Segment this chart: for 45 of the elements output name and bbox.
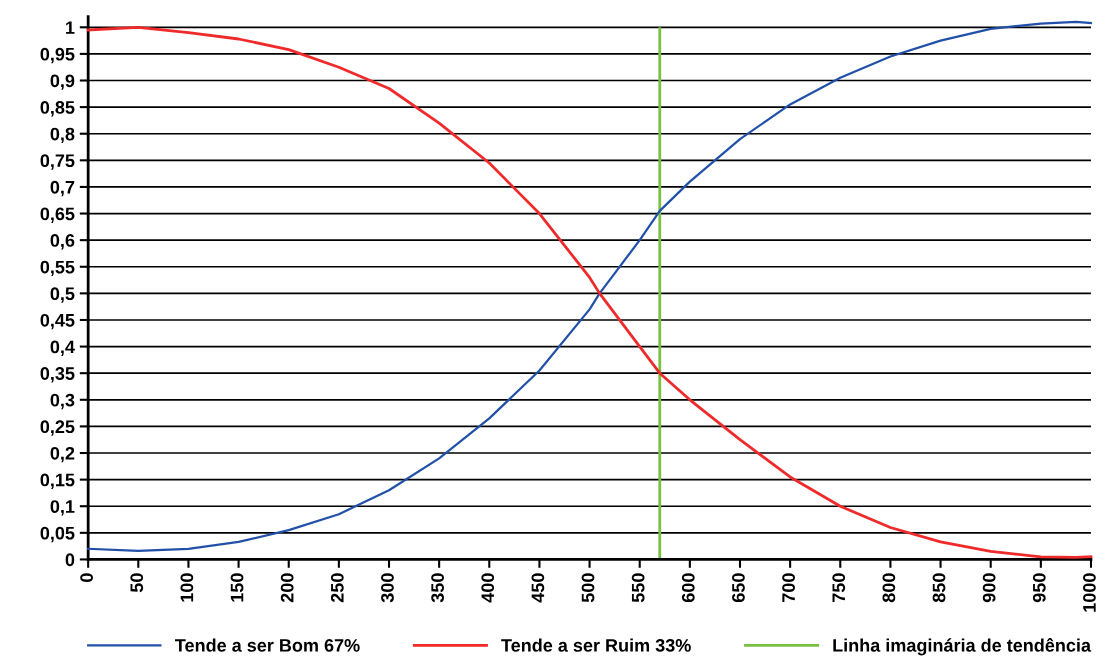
x-tick-label: 550 (631, 573, 645, 603)
y-tick-label: 0,65 (40, 207, 75, 223)
x-tick-label: 800 (882, 573, 896, 603)
legend-label: Linha imaginária de tendência (833, 638, 1092, 656)
y-tick-label: 0,95 (40, 47, 75, 64)
x-tick-label: 100 (180, 573, 194, 602)
x-tick-label: 350 (431, 573, 445, 603)
y-tick-label: 0,15 (40, 473, 75, 489)
y-tick-label: 0,25 (40, 420, 75, 436)
y-tick-label: 0,4 (50, 340, 75, 356)
y-tick-label: 0,85 (40, 101, 75, 117)
y-tick-label: 0,55 (40, 260, 75, 277)
x-tick-label: 250 (330, 573, 344, 603)
x-tick-label: 600 (681, 573, 695, 603)
x-tick-label: 850 (932, 573, 946, 603)
y-tick-label: 0,3 (50, 393, 75, 410)
x-tick-label: 950 (1032, 573, 1046, 603)
x-tick-label: 450 (531, 573, 545, 603)
legend-label: Tende a ser Ruim 33% (501, 638, 691, 652)
y-tick-label: 0,5 (50, 287, 75, 303)
y-tick-label: 0,2 (50, 446, 75, 463)
x-tick-label: 50 (130, 573, 144, 593)
y-tick-label: 0,1 (50, 500, 75, 516)
x-tick-label: 200 (280, 573, 294, 603)
y-tick-label: 0,9 (50, 74, 75, 90)
x-tick-label: 0 (80, 573, 94, 582)
x-tick-label: 900 (982, 573, 996, 603)
x-tick-label: 300 (381, 573, 394, 603)
x-tick-label: 150 (230, 573, 244, 602)
legend-label: Tende a ser Bom 67% (175, 638, 360, 652)
x-tick-label: 750 (832, 573, 846, 602)
y-tick-label: 0,75 (40, 154, 75, 170)
x-tick-label: 500 (581, 573, 595, 603)
y-tick-label: 1 (66, 21, 75, 34)
y-tick-label: 0,6 (50, 234, 75, 250)
y-tick-label: 0,45 (40, 313, 75, 330)
x-tick-label: 400 (481, 573, 495, 603)
y-tick-label: 0,35 (40, 367, 75, 383)
x-tick-label: 650 (732, 573, 745, 603)
y-tick-label: 0,8 (50, 127, 75, 144)
x-tick-label: 700 (782, 573, 795, 602)
x-tick-label: 1000 (1083, 573, 1096, 612)
y-tick-label: 0,7 (50, 180, 75, 197)
y-tick-label: 0,05 (40, 526, 75, 543)
y-tick-label: 0 (65, 553, 75, 567)
